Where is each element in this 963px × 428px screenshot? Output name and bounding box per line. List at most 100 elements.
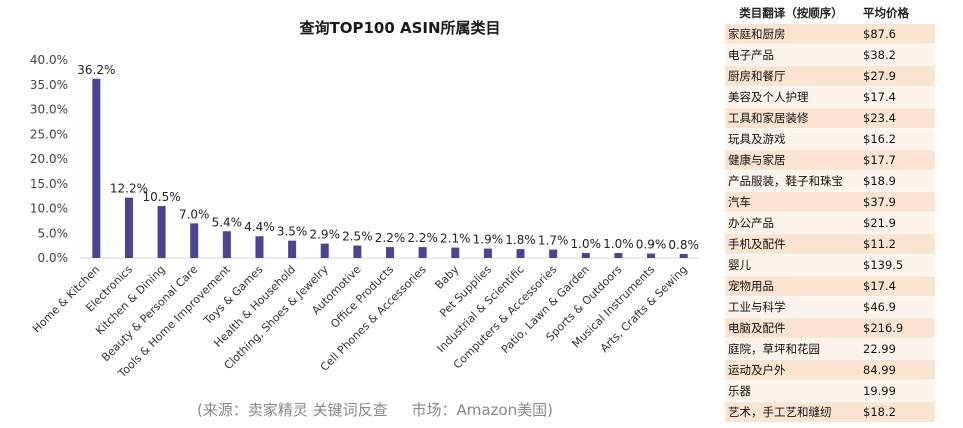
category-cell: 宠物用品 [725,275,857,297]
bar [647,253,656,258]
table-row: 宠物用品 $17.4 [725,275,935,297]
data-label: 1.9% [473,233,504,247]
bar [92,78,101,258]
bar [353,245,362,258]
price-cell: $17.4 [857,275,935,297]
category-cell: 庭院，草坪和花园 [725,338,857,360]
bar [679,254,688,258]
category-cell: 家庭和厨房 [725,23,857,45]
category-cell: 艺术，手工艺和缝纫 [725,401,857,423]
category-cell: 运动及户外 [725,359,857,381]
price-cell: $87.6 [857,23,935,45]
data-label: 1.0% [571,237,602,251]
bar [124,197,133,258]
data-label: 12.2% [110,182,148,196]
data-label: 2.2% [407,231,438,245]
table-row: 工业与科学 $46.9 [725,296,935,318]
category-cell: 办公产品 [725,212,857,234]
price-cell: $21.9 [857,212,935,234]
price-cell: 84.99 [857,359,935,381]
data-label: 0.9% [636,238,667,252]
table-row: 办公产品 $21.9 [725,212,935,234]
bar [386,247,394,258]
data-label: 5.4% [212,215,243,229]
data-label: 10.5% [143,190,181,204]
price-cell: $18.2 [857,401,935,423]
table-header-row: 类目翻译（按顺序） 平均价格 [725,2,935,24]
category-cell: 工具和家居装修 [725,107,857,129]
price-cell: $46.9 [857,296,935,318]
table-row: 艺术，手工艺和缝纫 $18.2 [725,401,935,423]
price-cell: $37.9 [857,191,935,213]
bar [288,240,297,258]
bar [190,223,199,258]
bar [418,247,427,258]
y-tick-label: 35.0% [30,78,68,92]
bar [581,253,590,258]
table-row: 运动及户外 84.99 [725,359,935,381]
data-label: 2.9% [309,228,340,242]
data-label: 4.4% [244,220,275,234]
chart-plot: 0.0% 5.0% 10.0% 15.0% 20.0% 25.0% 30.0% 35.0% 40… [30,53,700,381]
category-cell: 乐器 [725,380,857,402]
table-row: 电脑及配件 $216.9 [725,317,935,339]
y-tick-label: 30.0% [30,103,68,117]
price-cell: $11.2 [857,233,935,255]
category-cell: 厨房和餐厅 [725,65,857,87]
data-label: 2.2% [375,231,406,245]
bar [222,231,231,258]
category-price-table: 类目翻译（按顺序） 平均价格 家庭和厨房 $87.6 电子产品 $38.2 厨房和餐厅 $… [725,2,935,423]
source-note: (来源：卖家精灵 关键词反查 市场：Amazon美国) [197,401,553,419]
price-cell: $23.4 [857,107,935,129]
data-label: 1.7% [538,234,569,248]
data-label: 2.1% [440,232,471,246]
bar [157,206,166,258]
price-cell: $18.9 [857,170,935,192]
chart-title: 查询TOP100 ASIN所属类目 [299,19,501,37]
price-cell: 22.99 [857,338,935,360]
y-tick-label: 20.0% [30,152,68,166]
data-label: 36.2% [77,63,115,77]
data-label: 1.0% [603,237,634,251]
data-label: 7.0% [179,207,210,221]
table-row: 家庭和厨房 $87.6 [725,23,935,45]
y-tick-label: 25.0% [30,127,68,141]
x-tick-label: Baby [433,263,462,292]
data-label: 2.5% [342,230,373,244]
table-header-category: 类目翻译（按顺序） [725,2,857,24]
price-cell: $16.2 [857,128,935,150]
price-cell: $38.2 [857,44,935,66]
price-cell: $216.9 [857,317,935,339]
category-cell: 电脑及配件 [725,317,857,339]
table-row: 手机及配件 $11.2 [725,233,935,255]
category-cell: 汽车 [725,191,857,213]
table-row: 工具和家居装修 $23.4 [725,107,935,129]
category-cell: 产品服装，鞋子和珠宝 [725,170,857,192]
bar [255,236,264,258]
bar [483,248,492,258]
category-cell: 手机及配件 [725,233,857,255]
bar [516,249,525,258]
price-cell: $17.7 [857,149,935,171]
data-label: 0.8% [668,238,699,252]
price-cell: $139.5 [857,254,935,276]
y-tick-label: 0.0% [38,251,69,265]
bar [549,249,558,258]
category-cell: 婴儿 [725,254,857,276]
y-tick-label: 40.0% [30,53,68,67]
table-row: 产品服装，鞋子和珠宝 $18.9 [725,170,935,192]
table-row: 庭院，草坪和花园 22.99 [725,338,935,360]
y-tick-label: 15.0% [30,177,68,191]
bar [320,243,329,258]
data-label: 3.5% [277,225,308,239]
table-header-price: 平均价格 [857,2,935,24]
table-row: 健康与家居 $17.7 [725,149,935,171]
table-row: 电子产品 $38.2 [725,44,935,66]
category-cell: 工业与科学 [725,296,857,318]
table-row: 汽车 $37.9 [725,191,935,213]
category-cell: 美容及个人护理 [725,86,857,108]
data-label: 1.8% [505,233,536,247]
price-cell: 19.99 [857,380,935,402]
table-row: 厨房和餐厅 $27.9 [725,65,935,87]
y-tick-label: 5.0% [38,226,69,240]
